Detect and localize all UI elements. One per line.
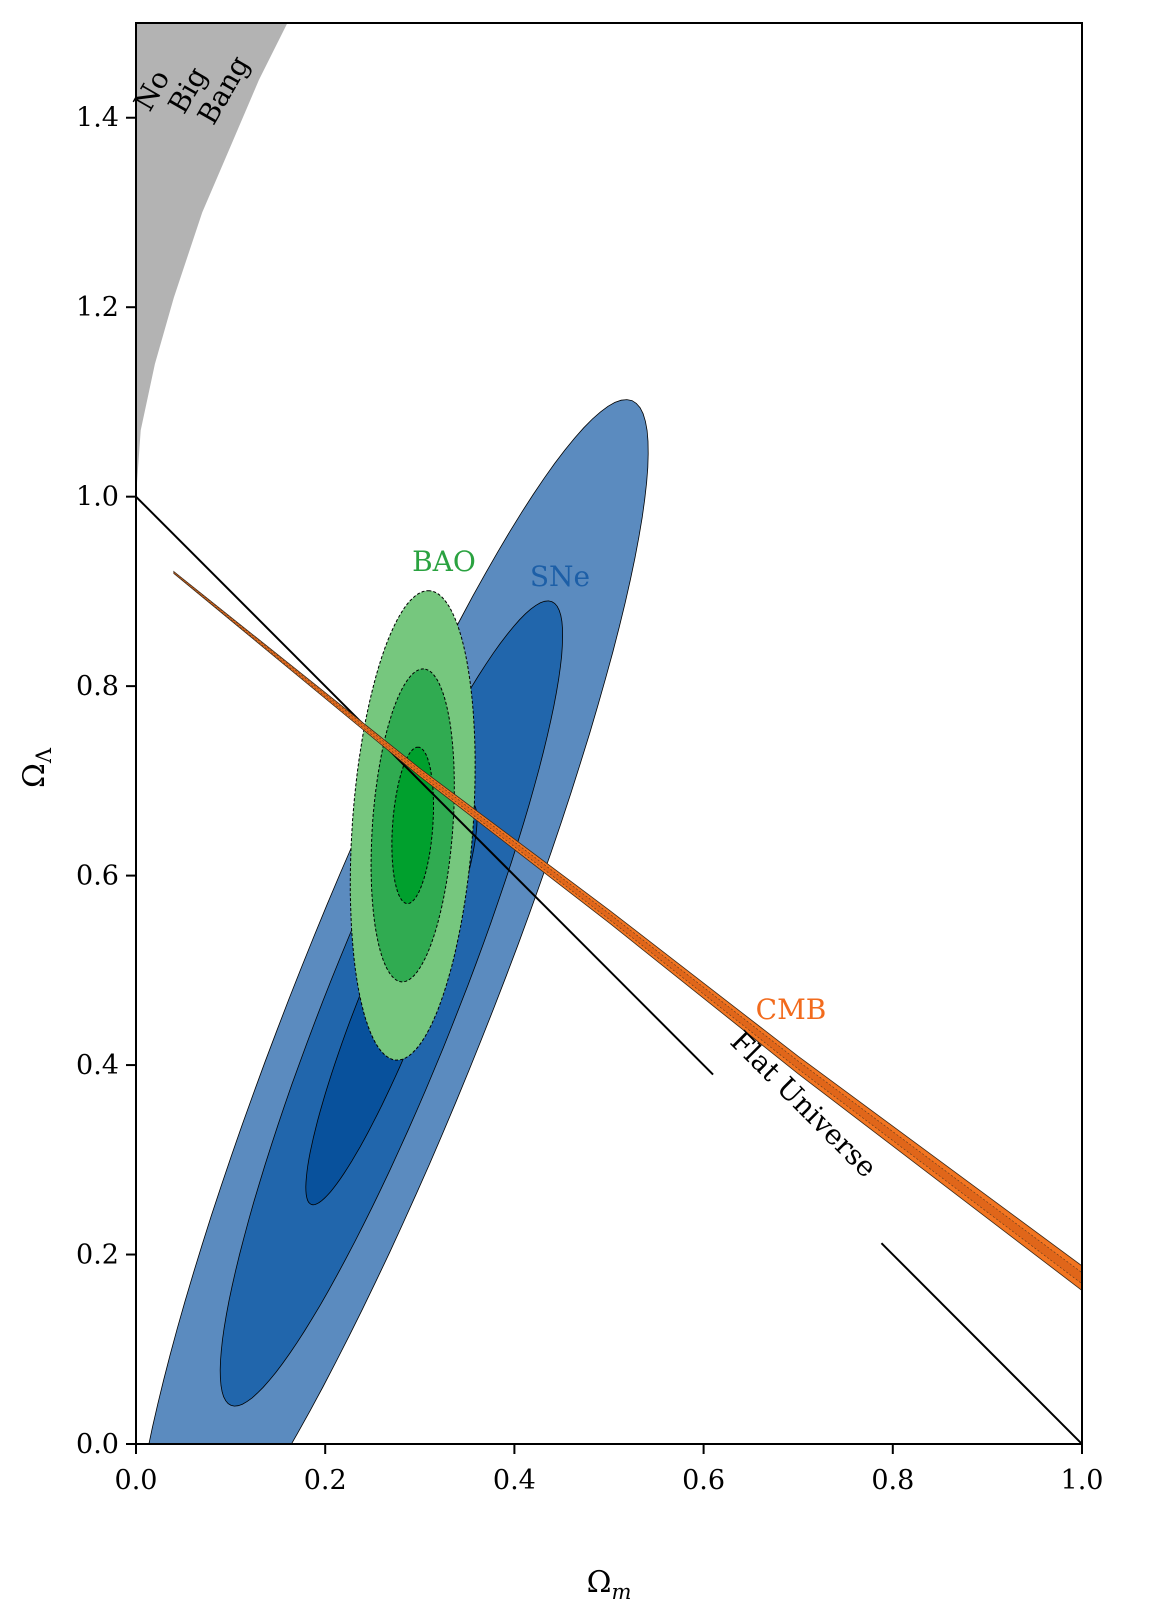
y-tick-label: 0.8	[76, 671, 119, 702]
x-tick-label: 1.0	[1061, 1465, 1104, 1496]
y-tick-label: 1.2	[76, 292, 119, 323]
x-tick-label: 0.4	[493, 1465, 536, 1496]
y-tick-label: 0.4	[76, 1050, 119, 1081]
x-tick-label: 0.6	[682, 1465, 725, 1496]
sne-label: SNe	[530, 560, 590, 593]
no-big-bang-region	[136, 23, 288, 497]
cmb-label: CMB	[756, 993, 827, 1026]
y-tick-label: 1.4	[76, 103, 119, 134]
bao-contour-1sigma	[391, 746, 434, 905]
y-axis-title-subscript: Λ	[32, 747, 56, 764]
cmb-band-inner	[173, 571, 1082, 1285]
y-tick-label: 0.0	[76, 1429, 119, 1460]
x-axis-title: Ωm	[587, 1565, 632, 1604]
x-axis: 0.0 0.2 0.4 0.6 0.8 1.0	[115, 1444, 1104, 1496]
y-axis: 0.0 0.2 0.4 0.6 0.8 1.0 1.2 1.4	[76, 103, 136, 1460]
flat-universe-line	[136, 495, 714, 1076]
flat-universe-line	[880, 1242, 1082, 1444]
y-tick-label: 0.2	[76, 1240, 119, 1271]
y-tick-label: 1.0	[76, 482, 119, 513]
plot-frame	[135, 22, 1083, 1445]
x-tick-label: 0.0	[115, 1465, 158, 1496]
x-tick-label: 0.2	[304, 1465, 347, 1496]
y-axis-title: ΩΛ	[17, 747, 56, 788]
x-axis-title-subscript: m	[611, 1580, 631, 1604]
y-tick-label: 0.6	[76, 861, 119, 892]
plot-area	[136, 23, 1082, 1444]
x-tick-label: 0.8	[871, 1465, 914, 1496]
bao-label: BAO	[412, 545, 476, 578]
